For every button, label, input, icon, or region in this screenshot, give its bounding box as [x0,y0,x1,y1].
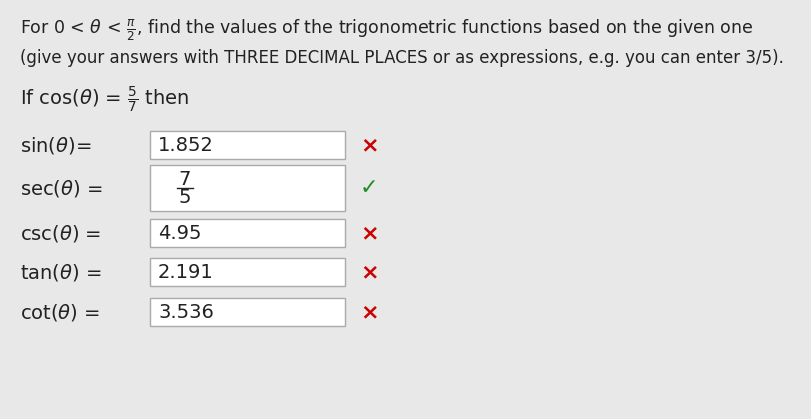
Text: ×: × [360,223,379,243]
Text: tan($\theta$) =: tan($\theta$) = [20,261,101,282]
Text: sin($\theta$)=: sin($\theta$)= [20,134,92,155]
Text: 1.852: 1.852 [158,135,214,155]
FancyBboxPatch shape [150,131,345,159]
Text: 4.95: 4.95 [158,223,201,243]
Text: ✓: ✓ [360,178,379,198]
Text: For 0 < $\theta$ < $\frac{\pi}{2}$, find the values of the trigonometric functio: For 0 < $\theta$ < $\frac{\pi}{2}$, find… [20,17,753,43]
Text: ×: × [360,135,379,155]
Text: 5: 5 [178,187,191,207]
FancyBboxPatch shape [150,165,345,211]
Text: ×: × [360,302,379,322]
Text: 3.536: 3.536 [158,303,214,321]
Text: 7: 7 [178,170,191,189]
Text: If cos($\theta$) = $\frac{5}{7}$ then: If cos($\theta$) = $\frac{5}{7}$ then [20,85,190,115]
Text: ×: × [360,262,379,282]
Text: csc($\theta$) =: csc($\theta$) = [20,222,101,243]
Text: 2.191: 2.191 [158,262,214,282]
Text: (give your answers with THREE DECIMAL PLACES or as expressions, e.g. you can ent: (give your answers with THREE DECIMAL PL… [20,49,784,67]
FancyBboxPatch shape [150,258,345,286]
Text: sec($\theta$) =: sec($\theta$) = [20,178,103,199]
FancyBboxPatch shape [150,219,345,247]
FancyBboxPatch shape [150,298,345,326]
Text: cot($\theta$) =: cot($\theta$) = [20,302,100,323]
